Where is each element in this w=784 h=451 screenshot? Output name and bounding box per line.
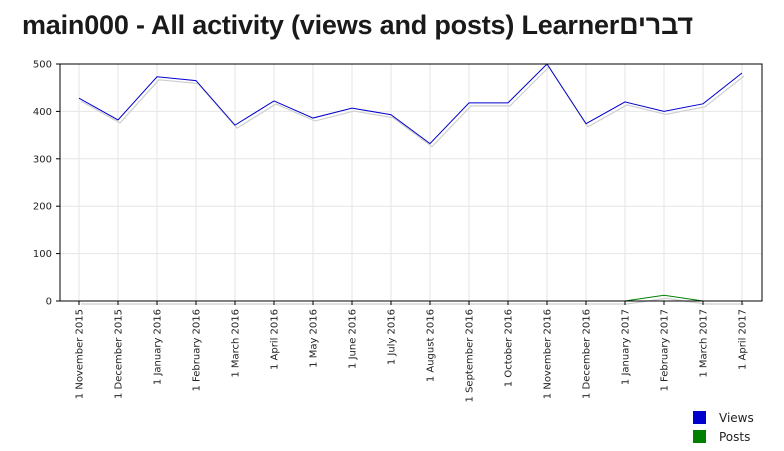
x-tick-label: 1 December 2015 bbox=[114, 309, 125, 399]
x-tick-label: 1 May 2016 bbox=[309, 309, 320, 368]
x-tick-label: 1 November 2015 bbox=[75, 309, 86, 399]
series-line-views bbox=[78, 63, 743, 145]
x-tick-label: 1 October 2016 bbox=[504, 309, 515, 387]
legend-swatch-posts bbox=[693, 430, 706, 443]
x-tick-label: 1 April 2016 bbox=[270, 309, 281, 370]
series-shadows bbox=[80, 66, 745, 305]
x-axis-ticks: 1 November 2015 1 December 2015 1 January … bbox=[75, 301, 749, 402]
x-tick-label: 1 September 2016 bbox=[465, 309, 476, 402]
x-tick-label: 1 August 2016 bbox=[426, 309, 437, 382]
x-tick-label: 1 June 2016 bbox=[348, 309, 359, 369]
y-tick-label: 0 bbox=[46, 297, 52, 308]
grid-lines bbox=[60, 63, 762, 302]
legend-label-views: Views bbox=[719, 411, 754, 425]
x-tick-label: 1 July 2016 bbox=[387, 309, 398, 365]
x-tick-label: 1 February 2016 bbox=[192, 309, 203, 391]
x-tick-label: 1 November 2016 bbox=[543, 309, 554, 399]
legend-label-posts: Posts bbox=[719, 430, 750, 444]
series-line-posts bbox=[79, 294, 742, 302]
plot-frame bbox=[59, 63, 763, 302]
series-shadow bbox=[81, 297, 744, 305]
x-tick-label: 1 December 2016 bbox=[582, 309, 593, 399]
y-tick-label: 500 bbox=[33, 60, 52, 71]
y-axis-ticks: 0 100 200 300 400 500 bbox=[33, 60, 60, 308]
legend: Views Posts bbox=[693, 411, 754, 444]
y-tick-label: 200 bbox=[33, 202, 52, 213]
x-tick-label: 1 January 2017 bbox=[621, 309, 632, 385]
x-tick-label: 1 March 2016 bbox=[231, 309, 242, 378]
y-tick-label: 300 bbox=[33, 154, 52, 165]
x-tick-label: 1 April 2017 bbox=[738, 309, 749, 370]
x-tick-label: 1 March 2017 bbox=[699, 309, 710, 378]
x-tick-label: 1 February 2017 bbox=[660, 309, 671, 391]
legend-swatch-views bbox=[693, 411, 706, 424]
y-tick-label: 100 bbox=[33, 249, 52, 260]
page-title: main000 - All activity (views and posts)… bbox=[22, 10, 693, 40]
y-tick-label: 400 bbox=[33, 107, 52, 118]
series-shadow bbox=[80, 66, 745, 148]
x-tick-label: 1 January 2016 bbox=[153, 309, 164, 385]
series-lines bbox=[78, 63, 743, 302]
